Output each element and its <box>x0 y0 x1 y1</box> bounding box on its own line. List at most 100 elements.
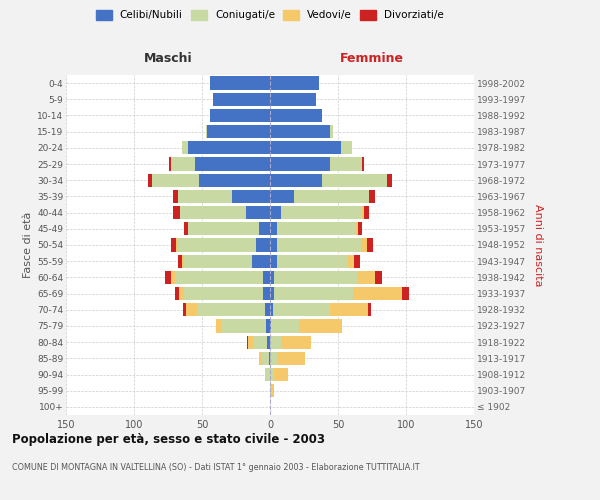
Y-axis label: Fasce di età: Fasce di età <box>23 212 33 278</box>
Bar <box>270 368 274 381</box>
Bar <box>270 336 281 349</box>
Bar <box>356 222 358 235</box>
Bar <box>208 125 270 138</box>
Bar <box>330 303 368 316</box>
Bar <box>266 320 270 332</box>
Bar <box>171 158 195 170</box>
Bar <box>266 368 270 381</box>
Bar <box>148 174 152 187</box>
Bar <box>210 76 270 90</box>
Bar <box>173 206 180 220</box>
Bar <box>188 222 259 235</box>
Bar <box>270 206 281 220</box>
Bar <box>361 238 367 252</box>
Bar <box>341 141 352 154</box>
Bar <box>270 109 322 122</box>
Bar <box>270 238 277 252</box>
Bar <box>180 206 245 220</box>
Bar <box>184 222 188 235</box>
Bar <box>274 368 287 381</box>
Bar <box>185 303 197 316</box>
Bar <box>262 352 269 365</box>
Bar <box>215 320 223 332</box>
Bar <box>175 287 179 300</box>
Bar <box>265 368 266 381</box>
Bar <box>270 270 274 284</box>
Y-axis label: Anni di nascita: Anni di nascita <box>533 204 543 286</box>
Text: COMUNE DI MONTAGNA IN VALTELLINA (SO) - Dati ISTAT 1° gennaio 2003 - Elaborazion: COMUNE DI MONTAGNA IN VALTELLINA (SO) - … <box>12 462 419 471</box>
Bar <box>178 190 232 203</box>
Bar <box>277 254 347 268</box>
Bar <box>176 238 178 252</box>
Bar <box>295 190 369 203</box>
Bar <box>277 238 361 252</box>
Bar <box>182 254 184 268</box>
Bar <box>206 125 208 138</box>
Bar <box>184 254 253 268</box>
Bar <box>195 158 270 170</box>
Bar <box>353 287 402 300</box>
Bar <box>299 320 342 332</box>
Bar <box>278 352 305 365</box>
Bar <box>367 238 373 252</box>
Bar <box>274 270 358 284</box>
Bar <box>223 320 266 332</box>
Bar <box>184 287 263 300</box>
Bar <box>270 384 271 398</box>
Bar <box>171 270 175 284</box>
Bar <box>265 303 270 316</box>
Bar <box>188 141 270 154</box>
Bar <box>253 254 270 268</box>
Bar <box>175 270 263 284</box>
Bar <box>213 92 270 106</box>
Bar <box>270 222 277 235</box>
Bar <box>270 158 330 170</box>
Bar <box>355 254 360 268</box>
Bar <box>347 254 355 268</box>
Bar <box>270 174 322 187</box>
Bar <box>281 336 311 349</box>
Bar <box>259 222 270 235</box>
Bar <box>277 222 356 235</box>
Bar <box>281 206 362 220</box>
Bar <box>232 190 270 203</box>
Bar <box>270 287 274 300</box>
Bar <box>270 303 273 316</box>
Text: Maschi: Maschi <box>143 52 193 65</box>
Bar <box>269 352 270 365</box>
Bar <box>199 174 270 187</box>
Bar <box>274 287 353 300</box>
Bar <box>362 158 364 170</box>
Bar <box>178 254 182 268</box>
Bar <box>270 76 319 90</box>
Bar <box>271 320 299 332</box>
Bar <box>270 352 278 365</box>
Bar <box>271 384 274 398</box>
Bar <box>330 125 332 138</box>
Bar <box>368 303 371 316</box>
Bar <box>369 190 375 203</box>
Bar <box>270 190 295 203</box>
Bar <box>169 158 171 170</box>
Bar <box>330 158 362 170</box>
Legend: Celibi/Nubili, Coniugati/e, Vedovi/e, Divorziati/e: Celibi/Nubili, Coniugati/e, Vedovi/e, Di… <box>96 10 444 20</box>
Bar <box>358 270 375 284</box>
Bar <box>270 125 330 138</box>
Bar <box>248 336 254 349</box>
Bar <box>210 109 270 122</box>
Bar <box>358 222 362 235</box>
Bar <box>197 303 265 316</box>
Bar <box>178 238 256 252</box>
Bar <box>362 206 364 220</box>
Bar <box>270 141 341 154</box>
Bar <box>267 336 270 349</box>
Bar <box>171 238 176 252</box>
Text: Popolazione per età, sesso e stato civile - 2003: Popolazione per età, sesso e stato civil… <box>12 432 325 446</box>
Bar <box>270 92 316 106</box>
Bar <box>364 206 369 220</box>
Bar <box>256 238 270 252</box>
Bar <box>247 336 248 349</box>
Bar <box>263 270 270 284</box>
Bar <box>263 287 270 300</box>
Text: Femmine: Femmine <box>340 52 404 65</box>
